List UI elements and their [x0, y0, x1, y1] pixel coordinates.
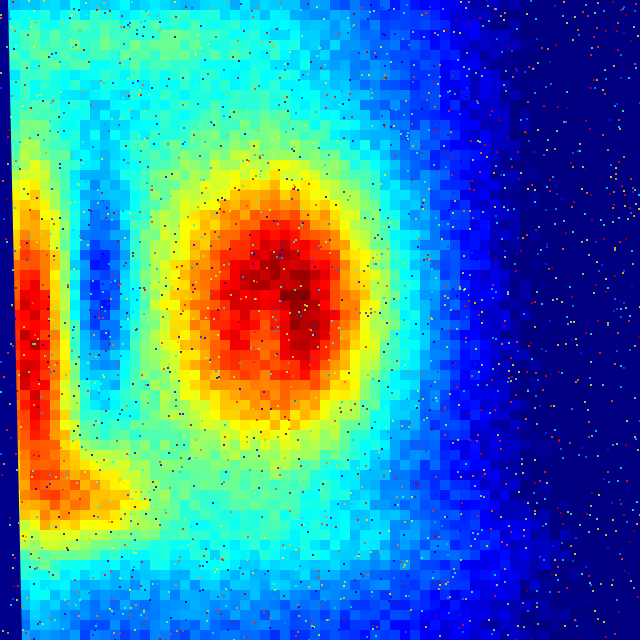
heatmap-canvas [0, 0, 640, 640]
heatmap-image-container [0, 0, 640, 640]
